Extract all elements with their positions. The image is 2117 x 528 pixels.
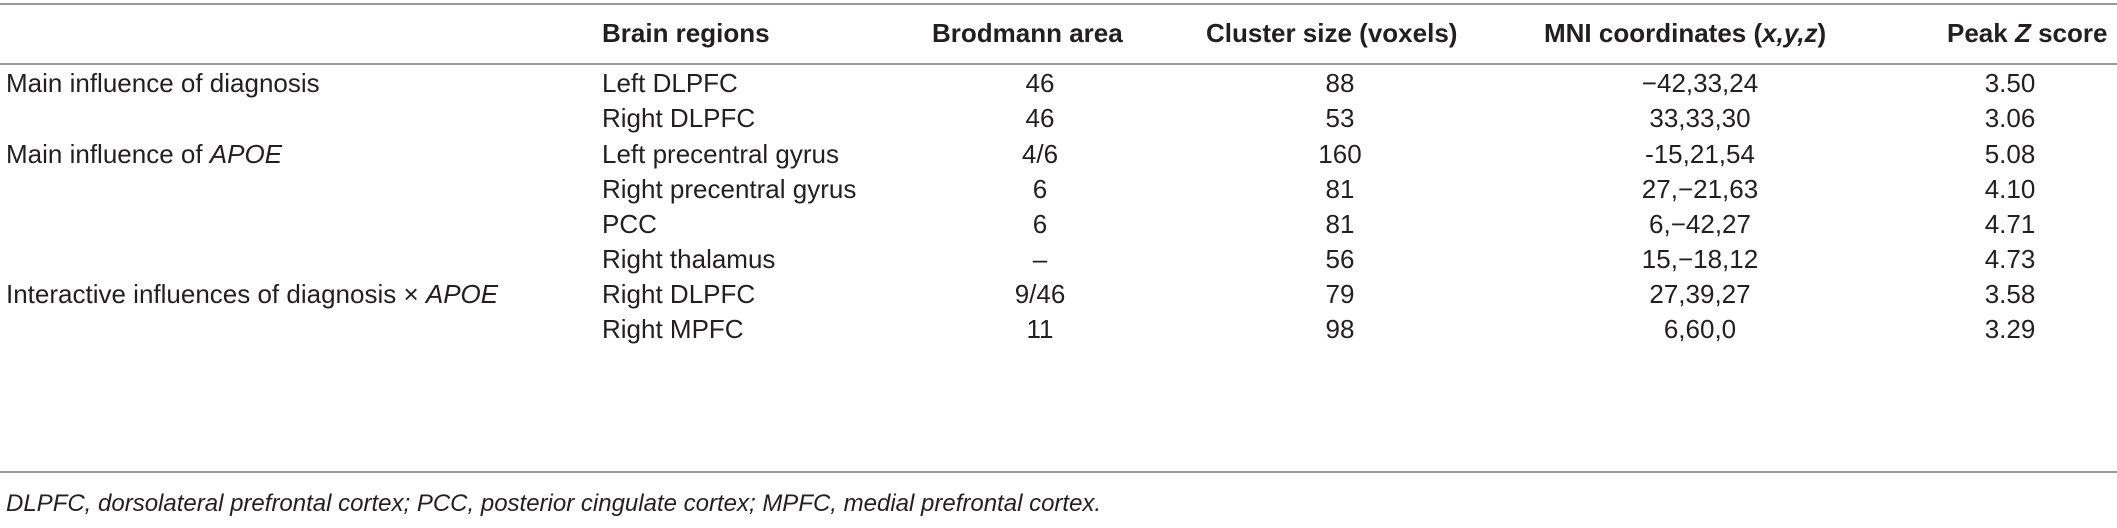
table-row-cluster: 53 bbox=[1325, 103, 1355, 133]
table-row-mni: −42,33,24 bbox=[1641, 68, 1759, 98]
table-row-brodmann: 4/6 bbox=[1021, 139, 1059, 169]
table-bottom-rule bbox=[0, 471, 2117, 473]
table-row-region: Left DLPFC bbox=[602, 68, 738, 98]
group-apoe-prefix: Main influence of bbox=[6, 139, 210, 169]
table-row-cluster: 98 bbox=[1325, 314, 1355, 344]
table-row-cluster: 56 bbox=[1325, 244, 1355, 274]
table-row-brodmann: 46 bbox=[1025, 68, 1055, 98]
table-top-rule bbox=[0, 3, 2117, 5]
table-row-region: PCC bbox=[602, 209, 657, 239]
table-row-cluster: 81 bbox=[1325, 209, 1355, 239]
table-row-cluster: 160 bbox=[1318, 139, 1362, 169]
table-row-mni: 27,39,27 bbox=[1649, 279, 1751, 309]
group-interactive-gene: APOE bbox=[425, 279, 499, 309]
table-row-peak-z: 4.10 bbox=[1984, 174, 2036, 204]
header-peak-z: Z bbox=[2014, 18, 2031, 48]
table-row-mni: 6,60,0 bbox=[1663, 314, 1737, 344]
header-mni-axes: x,y,z bbox=[1762, 18, 1818, 48]
header-brodmann-area: Brodmann area bbox=[932, 18, 1123, 48]
table-row-peak-z: 3.58 bbox=[1984, 279, 2036, 309]
header-mni-prefix: MNI coordinates ( bbox=[1544, 18, 1763, 48]
header-mni-coordinates: MNI coordinates (x,y,z) bbox=[1544, 10, 1826, 56]
table-row-peak-z: 3.06 bbox=[1984, 103, 2036, 133]
table-row-brodmann: 6 bbox=[1032, 174, 1048, 204]
header-peak-z-score: Peak Z score bbox=[1947, 10, 2107, 56]
table-row-brodmann: 46 bbox=[1025, 103, 1055, 133]
header-brain-regions: Brain regions bbox=[602, 18, 770, 48]
table-row-mni: 15,−18,12 bbox=[1641, 244, 1759, 274]
header-peak-suffix: score bbox=[2030, 18, 2108, 48]
table-row-cluster: 88 bbox=[1325, 68, 1355, 98]
table-row-brodmann: 11 bbox=[1026, 314, 1054, 344]
group-diagnosis: Main influence of diagnosis bbox=[6, 68, 320, 98]
table-row-peak-z: 4.73 bbox=[1984, 244, 2036, 274]
table-row-region: Right precentral gyrus bbox=[602, 174, 857, 204]
table-row-brodmann: – bbox=[1032, 244, 1048, 274]
table-row-brodmann: 9/46 bbox=[1014, 279, 1066, 309]
table-row-cluster: 81 bbox=[1325, 174, 1355, 204]
table-row-region: Right DLPFC bbox=[602, 103, 756, 133]
table-footnote: DLPFC, dorsolateral prefrontal cortex; P… bbox=[6, 490, 1102, 517]
header-rule bbox=[0, 63, 2117, 65]
group-apoe: Main influence of APOE bbox=[6, 131, 282, 177]
header-peak-prefix: Peak bbox=[1947, 18, 2015, 48]
group-interactive: Interactive influences of diagnosis × AP… bbox=[6, 271, 498, 317]
header-cluster-size: Cluster size (voxels) bbox=[1206, 18, 1458, 48]
table-row-mni: 6,−42,27 bbox=[1649, 209, 1751, 239]
group-apoe-gene: APOE bbox=[209, 139, 283, 169]
header-mni-suffix: ) bbox=[1817, 18, 1827, 48]
table-row-region: Right DLPFC bbox=[602, 279, 756, 309]
group-interactive-prefix: Interactive influences of diagnosis × bbox=[6, 279, 426, 309]
table-row-mni: 33,33,30 bbox=[1649, 103, 1751, 133]
table-row-brodmann: 6 bbox=[1032, 209, 1048, 239]
table-row-peak-z: 4.71 bbox=[1984, 209, 2036, 239]
table-row-mni: 27,−21,63 bbox=[1641, 174, 1759, 204]
table-row-peak-z: 3.29 bbox=[1984, 314, 2036, 344]
table-row-cluster: 79 bbox=[1325, 279, 1355, 309]
table-row-region: Right MPFC bbox=[602, 314, 744, 344]
table-row-region: Right thalamus bbox=[602, 244, 776, 274]
table-row-mni: -15,21,54 bbox=[1645, 139, 1755, 169]
table-row-peak-z: 5.08 bbox=[1984, 139, 2036, 169]
table-row-region: Left precentral gyrus bbox=[602, 139, 840, 169]
table-row-peak-z: 3.50 bbox=[1984, 68, 2036, 98]
